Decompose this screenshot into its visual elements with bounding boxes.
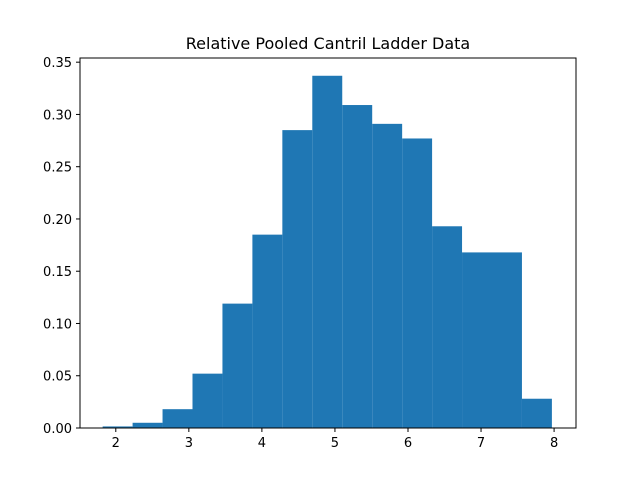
x-tick-label: 6 [404, 436, 412, 451]
histogram-bar-5 [222, 303, 253, 428]
chart-title: Relative Pooled Cantril Ladder Data [186, 34, 470, 53]
x-tick-label: 7 [477, 436, 485, 451]
x-tick-label: 3 [185, 436, 193, 451]
histogram-bar-3 [162, 409, 193, 428]
x-tick-label: 4 [258, 436, 266, 451]
y-tick-label: 0.30 [43, 108, 72, 123]
histogram-bar-1 [102, 426, 133, 428]
y-tick-label: 0.20 [43, 213, 72, 228]
histogram-bar-12 [432, 226, 463, 428]
y-tick-label: 0.00 [43, 422, 72, 437]
histogram-bar-9 [342, 105, 373, 428]
histogram-bar-4 [192, 373, 223, 428]
x-tick-label: 5 [331, 436, 339, 451]
y-axis: 0.00 0.05 0.10 0.15 0.20 0.25 0.30 0.35 [43, 56, 80, 437]
histogram-bar-15 [521, 398, 552, 428]
plot-frame [79, 57, 577, 429]
y-tick-label: 0.35 [43, 56, 72, 71]
x-tick-label: 2 [112, 436, 120, 451]
y-tick-label: 0.05 [43, 370, 72, 385]
histogram-bar-13 [462, 252, 492, 428]
histogram-bar-7 [282, 130, 313, 428]
histogram-bar-6 [252, 234, 283, 428]
y-tick-label: 0.15 [43, 265, 72, 280]
histogram-bar-8 [312, 75, 343, 428]
bars-group [102, 75, 552, 428]
y-tick-label: 0.25 [43, 161, 72, 176]
histogram-bar-10 [372, 123, 403, 428]
x-tick-label: 8 [550, 436, 558, 451]
histogram-bar-14 [491, 252, 522, 428]
y-tick-label: 0.10 [43, 317, 72, 332]
histogram-bar-11 [402, 138, 433, 428]
x-axis: 2 3 4 5 6 7 8 [112, 428, 558, 451]
histogram-bar-2 [132, 422, 163, 428]
